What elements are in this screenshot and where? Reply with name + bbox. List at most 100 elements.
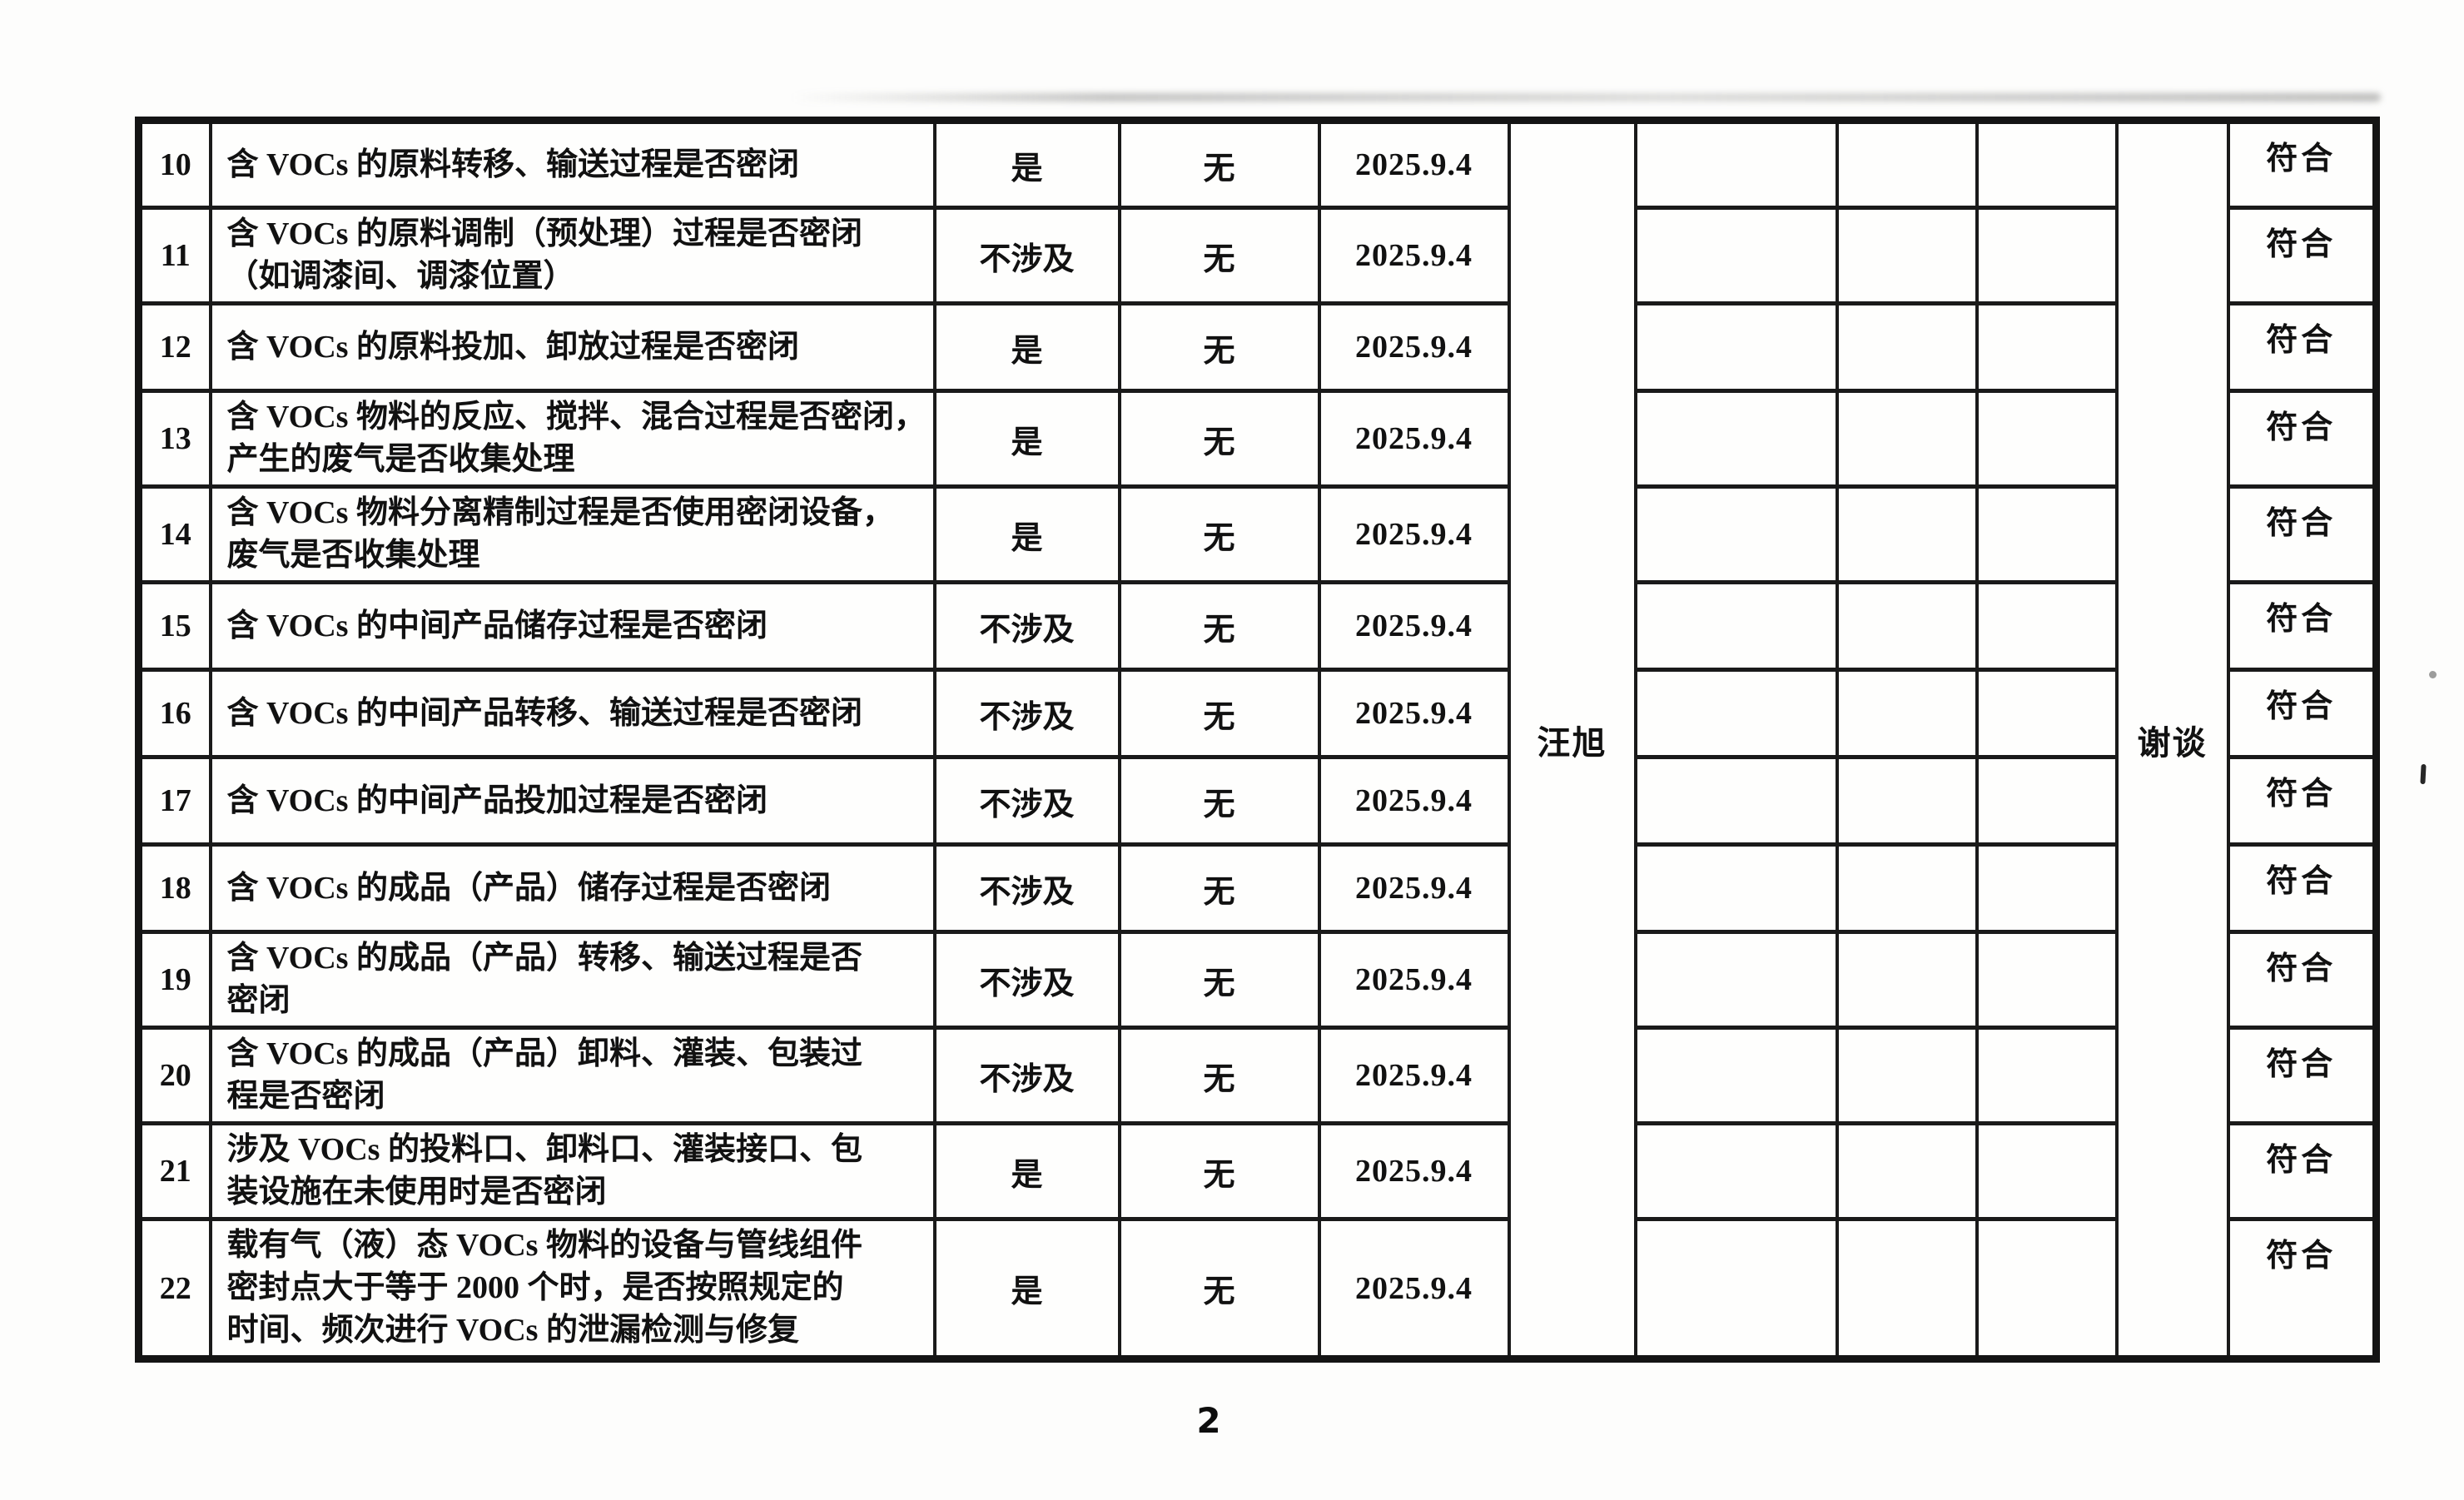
inspector-signature-right: 谢谈	[2114, 118, 2230, 1361]
date-cell: 2025.9.4	[1317, 580, 1511, 672]
result-cell: 符合	[2226, 1121, 2378, 1221]
item-text-cell: 含 VOCs 的中间产品转移、输送过程是否密闭	[208, 668, 936, 759]
scan-smudge	[791, 93, 2381, 102]
result-cell: 符合	[2226, 842, 2378, 934]
empty-cell	[1835, 389, 1979, 489]
row-number-cell: 18	[137, 842, 212, 934]
table-row: 13 含 VOCs 物料的反应、搅拌、混合过程是否密闭， 产生的废气是否收集处理是…	[137, 389, 2378, 489]
empty-cell	[1835, 1217, 1979, 1361]
answer-cell: 是	[932, 1121, 1121, 1221]
empty-cell	[1633, 1121, 1839, 1221]
problem-cell: 无	[1117, 580, 1321, 672]
item-text-cell: 载有气（液）态 VOCs 物料的设备与管线组件 密封点大于等于 2000 个时，…	[208, 1217, 936, 1361]
empty-cell	[1835, 484, 1979, 584]
answer-cell: 不涉及	[932, 580, 1121, 672]
date-cell: 2025.9.4	[1317, 668, 1511, 759]
table-row: 10 含 VOCs 的原料转移、输送过程是否密闭是无 2025.9.4 汪旭 谢谈 符合	[137, 118, 2378, 1361]
empty-cell	[1975, 118, 2119, 210]
empty-cell	[1633, 1217, 1839, 1361]
empty-cell	[1633, 1026, 1839, 1125]
item-text-cell: 含 VOCs 的成品（产品）卸料、灌装、包装过 程是否密闭	[208, 1026, 936, 1125]
date-cell: 2025.9.4	[1317, 1217, 1511, 1361]
item-text-cell: 含 VOCs 物料分离精制过程是否使用密闭设备， 废气是否收集处理	[208, 484, 936, 584]
answer-cell: 是	[932, 118, 1121, 210]
row-number-cell: 19	[137, 930, 212, 1030]
empty-cell	[1835, 1121, 1979, 1221]
row-number-cell: 10	[137, 118, 212, 210]
row-number-cell: 12	[137, 301, 212, 393]
date-cell: 2025.9.4	[1317, 118, 1511, 210]
scan-artifact	[2420, 763, 2427, 785]
empty-cell	[1633, 930, 1839, 1030]
problem-cell: 无	[1117, 842, 1321, 934]
table-row: 12 含 VOCs 的原料投加、卸放过程是否密闭是无 2025.9.4 符合	[137, 301, 2378, 393]
date-cell: 2025.9.4	[1317, 1121, 1511, 1221]
problem-cell: 无	[1117, 930, 1321, 1030]
empty-cell	[1835, 206, 1979, 305]
result-cell: 符合	[2226, 580, 2378, 672]
table-row: 22 载有气（液）态 VOCs 物料的设备与管线组件 密封点大于等于 2000 个…	[137, 1217, 2378, 1361]
empty-cell	[1633, 668, 1839, 759]
inspector-signature-left: 汪旭	[1507, 118, 1637, 1361]
item-text-cell: 含 VOCs 的成品（产品）储存过程是否密闭	[208, 842, 936, 934]
empty-cell	[1975, 668, 2119, 759]
result-cell: 符合	[2226, 206, 2378, 305]
scan-artifact	[2429, 671, 2437, 678]
item-text-cell: 含 VOCs 物料的反应、搅拌、混合过程是否密闭， 产生的废气是否收集处理	[208, 389, 936, 489]
answer-cell: 是	[932, 484, 1121, 584]
empty-cell	[1835, 930, 1979, 1030]
table-row: 20 含 VOCs 的成品（产品）卸料、灌装、包装过 程是否密闭 不涉及无 2025.…	[137, 1026, 2378, 1125]
result-cell: 符合	[2226, 755, 2378, 847]
answer-cell: 不涉及	[932, 1026, 1121, 1125]
table-row: 18 含 VOCs 的成品（产品）储存过程是否密闭 不涉及无 2025.9.4 符合	[137, 842, 2378, 934]
empty-cell	[1975, 484, 2119, 584]
empty-cell	[1633, 118, 1839, 210]
result-cell: 符合	[2226, 668, 2378, 759]
item-text-cell: 涉及 VOCs 的投料口、卸料口、灌装接口、包 装设施在未使用时是否密闭	[208, 1121, 936, 1221]
empty-cell	[1633, 755, 1839, 847]
answer-cell: 不涉及	[932, 206, 1121, 305]
empty-cell	[1835, 668, 1979, 759]
answer-cell: 是	[932, 301, 1121, 393]
empty-cell	[1975, 580, 2119, 672]
row-number-cell: 22	[137, 1217, 212, 1361]
empty-cell	[1835, 842, 1979, 934]
empty-cell	[1633, 389, 1839, 489]
date-cell: 2025.9.4	[1317, 484, 1511, 584]
row-number-cell: 21	[137, 1121, 212, 1221]
item-text-cell: 含 VOCs 的原料转移、输送过程是否密闭	[208, 118, 936, 210]
table-row: 14 含 VOCs 物料分离精制过程是否使用密闭设备， 废气是否收集处理是无 202…	[137, 484, 2378, 584]
table-row: 19 含 VOCs 的成品（产品）转移、输送过程是否 密闭 不涉及无 2025.9.4…	[137, 930, 2378, 1030]
date-cell: 2025.9.4	[1317, 1026, 1511, 1125]
empty-cell	[1835, 755, 1979, 847]
answer-cell: 是	[932, 389, 1121, 489]
inspection-table-body: 10 含 VOCs 的原料转移、输送过程是否密闭是无 2025.9.4 汪旭 谢谈 符合 1…	[137, 118, 2378, 1361]
result-cell: 符合	[2226, 118, 2378, 210]
table-row: 17 含 VOCs 的中间产品投加过程是否密闭 不涉及无 2025.9.4 符合	[137, 755, 2378, 847]
result-cell: 符合	[2226, 1217, 2378, 1361]
empty-cell	[1975, 930, 2119, 1030]
item-text-cell: 含 VOCs 的成品（产品）转移、输送过程是否 密闭	[208, 930, 936, 1030]
empty-cell	[1975, 301, 2119, 393]
table-row: 11 含 VOCs 的原料调制（预处理）过程是否密闭 （如调漆间、调漆位置） 不涉及…	[137, 206, 2378, 305]
answer-cell: 不涉及	[932, 755, 1121, 847]
date-cell: 2025.9.4	[1317, 755, 1511, 847]
empty-cell	[1633, 301, 1839, 393]
answer-cell: 不涉及	[932, 842, 1121, 934]
inspection-table: 10 含 VOCs 的原料转移、输送过程是否密闭是无 2025.9.4 汪旭 谢谈 符合 1…	[135, 117, 2380, 1363]
result-cell: 符合	[2226, 930, 2378, 1030]
empty-cell	[1975, 842, 2119, 934]
empty-cell	[1633, 206, 1839, 305]
date-cell: 2025.9.4	[1317, 842, 1511, 934]
date-cell: 2025.9.4	[1317, 389, 1511, 489]
item-text-cell: 含 VOCs 的原料调制（预处理）过程是否密闭 （如调漆间、调漆位置）	[208, 206, 936, 305]
problem-cell: 无	[1117, 118, 1321, 210]
empty-cell	[1835, 301, 1979, 393]
empty-cell	[1633, 842, 1839, 934]
problem-cell: 无	[1117, 755, 1321, 847]
answer-cell: 不涉及	[932, 668, 1121, 759]
empty-cell	[1633, 484, 1839, 584]
result-cell: 符合	[2226, 484, 2378, 584]
result-cell: 符合	[2226, 301, 2378, 393]
